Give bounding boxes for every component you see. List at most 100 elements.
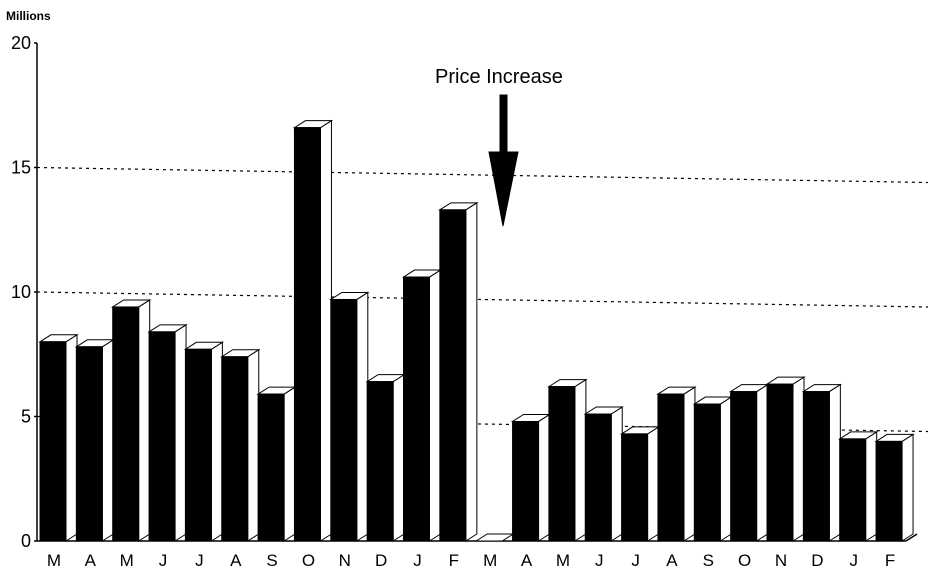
y-tick-label: 20 xyxy=(11,33,31,53)
bar-side xyxy=(174,323,187,542)
bar-side xyxy=(865,430,878,542)
bar-side xyxy=(138,299,151,542)
y-tick-label: 10 xyxy=(11,282,31,302)
axes xyxy=(36,43,918,542)
x-tick-label: M xyxy=(483,551,497,570)
bar xyxy=(547,378,588,542)
bar-side xyxy=(719,396,732,542)
x-tick-label: J xyxy=(195,551,204,570)
x-tick-label: S xyxy=(703,551,714,570)
bar-side xyxy=(283,386,296,542)
bar-front xyxy=(584,413,612,542)
bar-front xyxy=(112,306,140,542)
bar xyxy=(220,348,261,542)
annotation-label: Price Increase xyxy=(435,66,563,88)
bar xyxy=(183,341,225,542)
bar xyxy=(256,386,297,542)
bar-front xyxy=(257,393,285,542)
bar-front xyxy=(39,341,67,542)
y-tick-label: 5 xyxy=(21,407,31,427)
x-tick-label: M xyxy=(556,551,570,570)
bar xyxy=(438,201,479,542)
bar-side xyxy=(683,386,696,542)
x-tick-label: J xyxy=(595,551,604,570)
x-axis-depth-edge xyxy=(905,533,918,542)
bar-front xyxy=(75,346,103,542)
bar xyxy=(74,338,116,542)
bar-side xyxy=(392,373,405,542)
bar xyxy=(510,413,552,542)
bar-front xyxy=(693,403,721,542)
annotation-arrow xyxy=(488,94,519,227)
gridline-15 xyxy=(36,166,929,184)
x-tick-label: F xyxy=(449,551,459,570)
bar xyxy=(619,426,661,542)
gridline-10 xyxy=(36,291,929,308)
bar-side xyxy=(756,383,769,542)
bar-front xyxy=(439,209,467,542)
bar-front xyxy=(802,391,830,542)
bar-side xyxy=(356,291,369,542)
y-tick-label: 15 xyxy=(11,158,31,178)
bar xyxy=(837,430,879,542)
bar-side xyxy=(828,383,841,542)
bar-front xyxy=(621,433,649,542)
bar-top xyxy=(474,533,515,542)
x-tick-label: S xyxy=(266,551,277,570)
bar-side xyxy=(465,201,478,542)
bar-side xyxy=(247,348,260,542)
bar-side xyxy=(574,378,587,542)
bar xyxy=(292,119,334,542)
x-tick-label: A xyxy=(666,551,678,570)
x-tick-label: M xyxy=(120,551,134,570)
bar-front xyxy=(293,127,321,542)
bar-side xyxy=(101,338,114,542)
x-tick-label: N xyxy=(339,551,351,570)
x-tick-label: M xyxy=(47,551,61,570)
x-tick-label: O xyxy=(738,551,751,570)
bar-front xyxy=(366,381,394,542)
bar xyxy=(692,396,734,542)
bar-side xyxy=(65,333,78,542)
bar-side xyxy=(792,376,805,542)
bar xyxy=(329,291,370,542)
x-tick-label: F xyxy=(885,551,895,570)
y-tick-label: 0 xyxy=(21,531,31,551)
x-tick-label: A xyxy=(521,551,533,570)
bar-side xyxy=(319,119,332,542)
bar-front xyxy=(730,391,758,542)
x-tick-label: J xyxy=(413,551,422,570)
bar-front xyxy=(875,440,903,542)
x-tick-label: A xyxy=(85,551,97,570)
bar-side xyxy=(538,413,551,542)
x-tick-label: D xyxy=(811,551,823,570)
bar-front xyxy=(839,438,867,542)
bar-front xyxy=(221,356,249,542)
bar xyxy=(728,383,770,542)
bar-front xyxy=(512,420,540,542)
bar xyxy=(474,533,515,542)
bar-side xyxy=(429,269,441,542)
bar-front xyxy=(403,276,430,542)
bar xyxy=(583,406,624,542)
bar-side xyxy=(610,406,623,542)
bars xyxy=(38,119,915,542)
x-tick-label: O xyxy=(302,551,315,570)
x-tick-label: N xyxy=(775,551,787,570)
bar-front xyxy=(148,331,176,542)
bar-front xyxy=(330,298,358,542)
bar xyxy=(401,269,443,542)
y-unit-label: Millions xyxy=(6,9,51,23)
bar-side xyxy=(210,341,223,542)
bar-front xyxy=(184,348,212,542)
x-tick-label: J xyxy=(159,551,168,570)
bar-front xyxy=(548,386,576,542)
bar-side xyxy=(901,433,914,542)
y-axis-ticks: 0 5 10 15 20 xyxy=(11,33,37,551)
bar-side xyxy=(647,426,660,542)
x-tick-label: J xyxy=(849,551,858,570)
x-tick-label: A xyxy=(230,551,242,570)
bar xyxy=(874,433,915,542)
bar xyxy=(801,383,843,542)
